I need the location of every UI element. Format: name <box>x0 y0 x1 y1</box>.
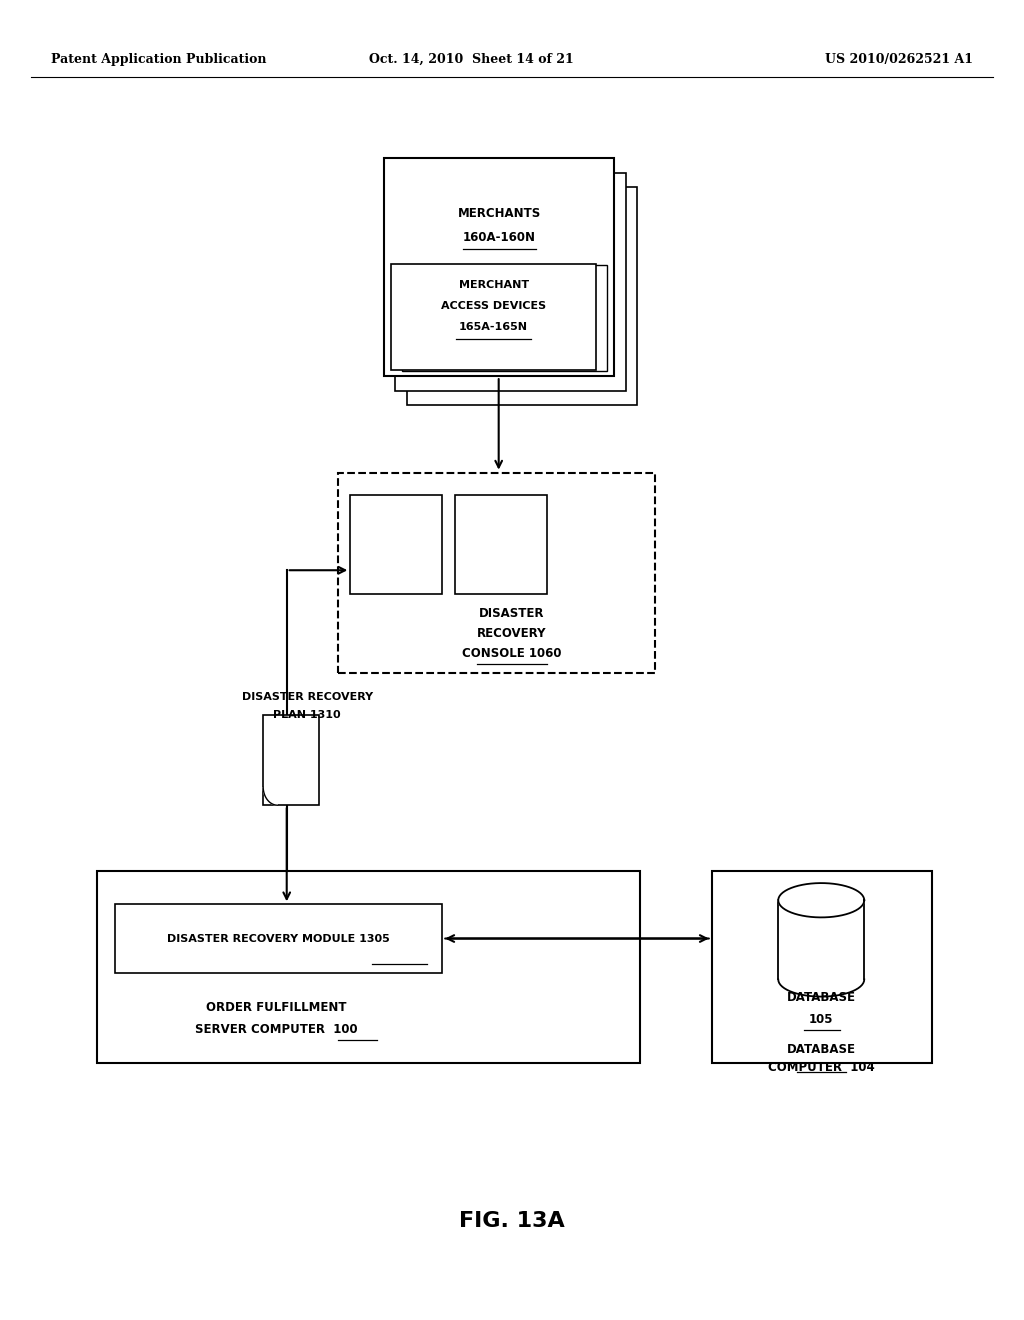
FancyBboxPatch shape <box>350 495 442 594</box>
Text: 105: 105 <box>809 1012 834 1026</box>
Text: PLAN 1310: PLAN 1310 <box>273 710 341 721</box>
Polygon shape <box>263 787 278 805</box>
FancyBboxPatch shape <box>395 173 626 391</box>
Text: ORDER FULFILLMENT: ORDER FULFILLMENT <box>206 1001 347 1014</box>
Text: DATABASE: DATABASE <box>786 1043 856 1056</box>
FancyBboxPatch shape <box>338 473 655 673</box>
Text: Patent Application Publication: Patent Application Publication <box>51 53 266 66</box>
Text: ACCESS DEVICES: ACCESS DEVICES <box>441 301 546 312</box>
Text: DISASTER: DISASTER <box>479 607 545 620</box>
FancyBboxPatch shape <box>712 871 932 1063</box>
Text: MERCHANT: MERCHANT <box>459 280 528 290</box>
FancyBboxPatch shape <box>407 187 637 405</box>
Text: FIG. 13A: FIG. 13A <box>459 1210 565 1232</box>
Text: CONSOLE 1060: CONSOLE 1060 <box>462 647 562 660</box>
FancyBboxPatch shape <box>402 265 607 371</box>
Text: US 2010/0262521 A1: US 2010/0262521 A1 <box>824 53 973 66</box>
FancyBboxPatch shape <box>455 495 547 594</box>
FancyBboxPatch shape <box>384 158 614 376</box>
Text: Oct. 14, 2010  Sheet 14 of 21: Oct. 14, 2010 Sheet 14 of 21 <box>369 53 573 66</box>
FancyBboxPatch shape <box>391 264 596 370</box>
Text: DATABASE: DATABASE <box>786 991 856 1005</box>
FancyBboxPatch shape <box>97 871 640 1063</box>
FancyBboxPatch shape <box>263 715 319 805</box>
Text: RECOVERY: RECOVERY <box>477 627 547 640</box>
Text: COMPUTER  104: COMPUTER 104 <box>768 1061 874 1074</box>
Text: 165A-165N: 165A-165N <box>459 322 528 333</box>
Text: DISASTER RECOVERY MODULE 1305: DISASTER RECOVERY MODULE 1305 <box>167 933 390 944</box>
Polygon shape <box>778 883 864 917</box>
FancyBboxPatch shape <box>115 904 442 973</box>
Text: DISASTER RECOVERY: DISASTER RECOVERY <box>242 692 373 702</box>
Text: SERVER COMPUTER  100: SERVER COMPUTER 100 <box>196 1023 357 1036</box>
Text: MERCHANTS: MERCHANTS <box>458 207 541 220</box>
Text: 160A-160N: 160A-160N <box>463 231 536 244</box>
Polygon shape <box>778 900 864 979</box>
